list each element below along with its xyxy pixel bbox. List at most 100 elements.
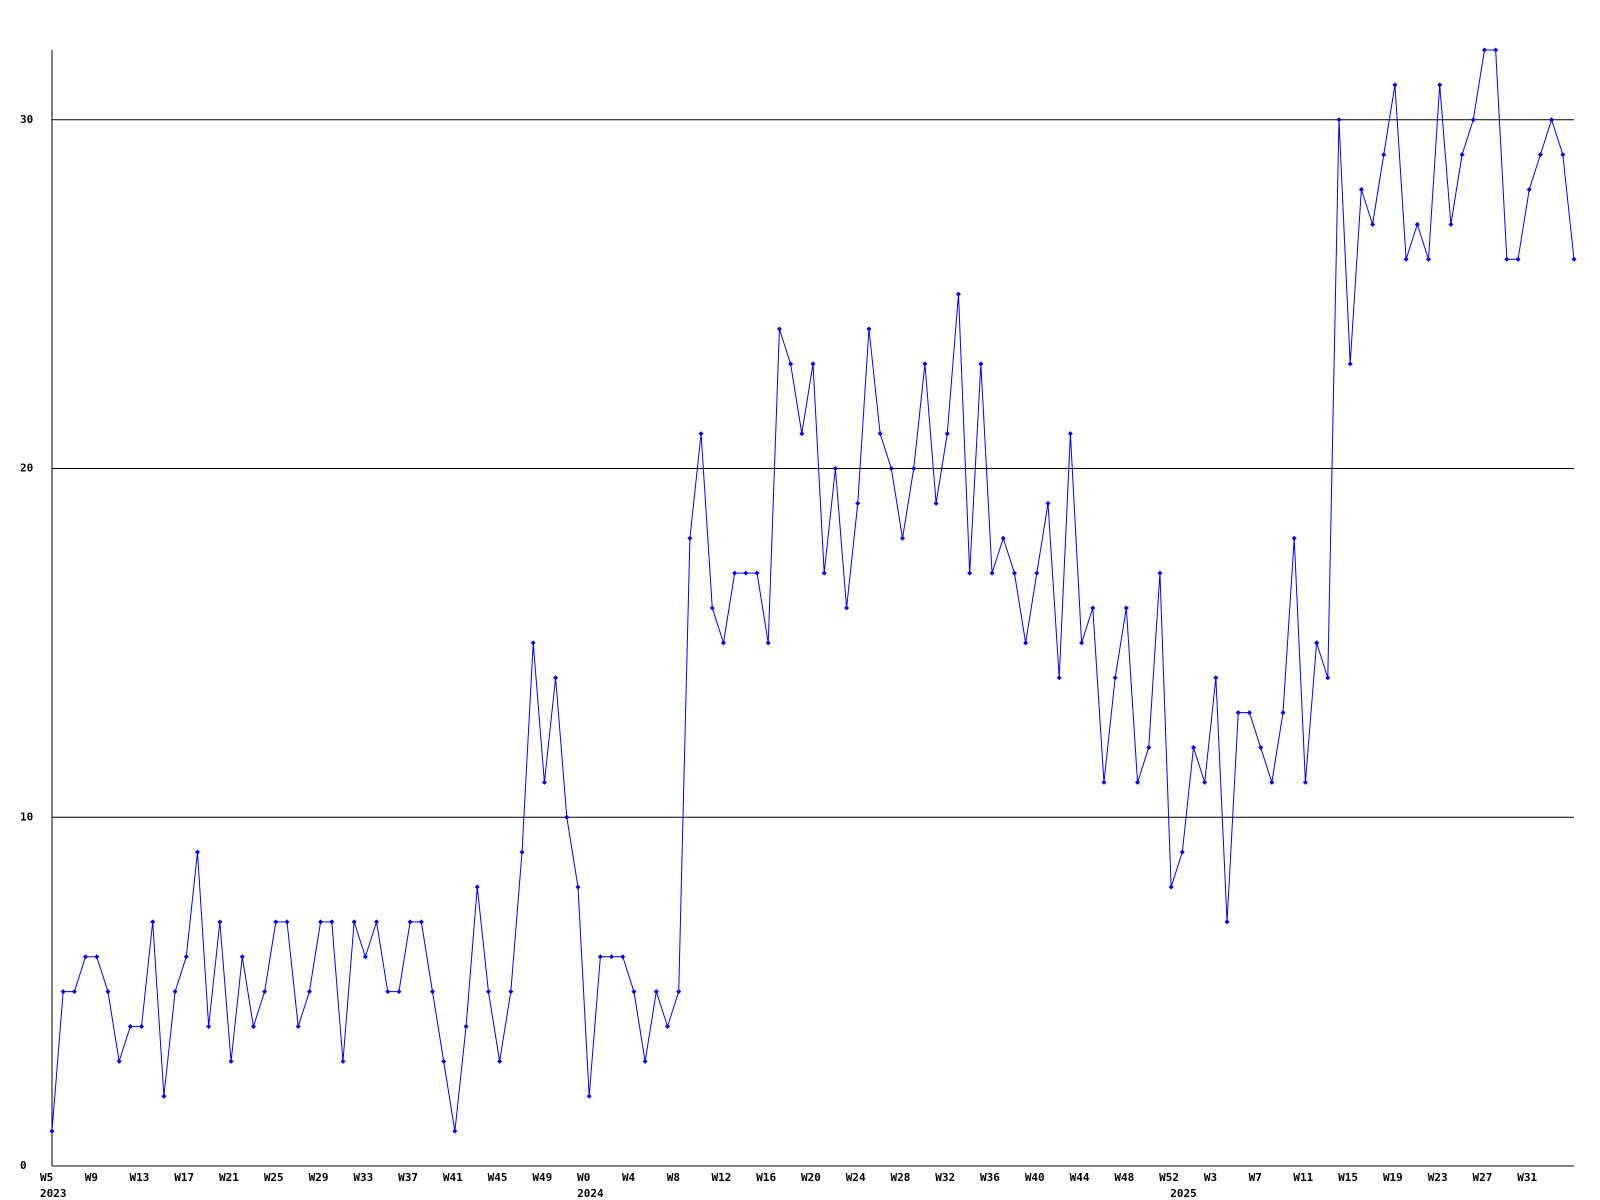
data-point [900, 535, 906, 541]
x-tick-label: W15 [1338, 1171, 1358, 1184]
data-point [497, 1058, 503, 1064]
data-point [306, 989, 312, 995]
year-label: 2025 [1170, 1187, 1197, 1200]
data-point [732, 570, 738, 576]
data-point [1481, 47, 1487, 53]
x-tick-label: W7 [1249, 1171, 1262, 1184]
data-point [463, 1024, 469, 1029]
data-point [362, 954, 368, 960]
data-point [553, 675, 559, 681]
data-point [508, 989, 514, 995]
data-point [1336, 117, 1342, 123]
data-point [1414, 221, 1420, 227]
data-point [1246, 710, 1252, 716]
data-point [1370, 221, 1376, 227]
data-point [318, 919, 324, 925]
x-tick-label: W16 [756, 1171, 776, 1184]
data-point [810, 361, 816, 367]
x-tick-label: W3 [1204, 1171, 1217, 1184]
x-tick-label: W52 [1159, 1171, 1179, 1184]
data-point [1526, 187, 1532, 192]
x-tick-label: W8 [667, 1171, 680, 1184]
x-tick-label: W33 [353, 1171, 373, 1184]
x-tick-label: W24 [846, 1171, 866, 1184]
data-point [1000, 535, 1006, 541]
data-point [620, 954, 626, 960]
data-point [877, 431, 883, 437]
data-point [933, 500, 939, 506]
data-point [60, 989, 66, 995]
data-point [407, 919, 413, 925]
x-tick-label: W49 [532, 1171, 552, 1184]
data-point [116, 1058, 122, 1064]
data-point [1034, 570, 1040, 576]
data-point [955, 291, 961, 297]
data-point [1493, 47, 1499, 53]
x-tick-label: W11 [1293, 1171, 1313, 1184]
x-tick-label: W17 [174, 1171, 194, 1184]
data-point [127, 1024, 133, 1029]
data-point [1537, 152, 1543, 158]
data-point [1023, 640, 1029, 646]
data-point [49, 1128, 55, 1134]
data-point [575, 884, 581, 890]
data-point [1157, 570, 1163, 576]
data-point [206, 1024, 212, 1029]
data-point [1314, 640, 1320, 646]
data-point [888, 466, 894, 471]
data-point [832, 466, 838, 471]
data-point [720, 640, 726, 646]
data-point [765, 640, 771, 646]
data-point [217, 919, 223, 925]
data-point [564, 814, 570, 820]
x-tick-label: W28 [891, 1171, 911, 1184]
data-point [609, 954, 615, 960]
x-tick-label: W23 [1428, 1171, 1448, 1184]
x-tick-label: W48 [1114, 1171, 1134, 1184]
data-point [284, 919, 290, 925]
data-point [1280, 710, 1286, 716]
data-point [228, 1058, 234, 1064]
data-point [709, 605, 715, 611]
x-tick-label: W32 [935, 1171, 955, 1184]
x-tick-label: W13 [130, 1171, 150, 1184]
data-point [1213, 675, 1219, 681]
data-point [418, 919, 424, 925]
data-point [262, 989, 268, 995]
data-point [967, 570, 973, 576]
data-point [340, 1058, 346, 1064]
data-point [1302, 779, 1308, 785]
x-tick-label: W12 [711, 1171, 731, 1184]
data-point [944, 431, 950, 437]
data-point [172, 989, 178, 995]
data-point [788, 361, 794, 367]
data-point [239, 954, 245, 960]
data-point [586, 1093, 592, 1099]
data-point [844, 605, 850, 611]
data-point [1504, 256, 1510, 262]
data-point [1123, 605, 1129, 611]
data-point [1224, 919, 1230, 925]
x-tick-label: W4 [622, 1171, 636, 1184]
x-tick-label: W31 [1517, 1171, 1537, 1184]
data-point [1459, 152, 1465, 158]
data-point [250, 1024, 256, 1029]
x-tick-label: W21 [219, 1171, 239, 1184]
data-point [1258, 745, 1264, 750]
y-tick-label: 30 [20, 113, 33, 126]
data-point [161, 1093, 167, 1099]
data-point [474, 884, 480, 890]
data-point [1168, 884, 1174, 890]
data-point [1470, 117, 1476, 123]
x-tick-label: W20 [801, 1171, 821, 1184]
data-point [194, 849, 200, 855]
data-point [1358, 187, 1364, 192]
data-point [1571, 256, 1577, 262]
x-tick-label: W0 [577, 1171, 590, 1184]
data-point [1112, 675, 1118, 681]
data-point [452, 1128, 458, 1134]
data-point [441, 1058, 447, 1064]
data-point [799, 431, 805, 437]
x-tick-label: W36 [980, 1171, 1000, 1184]
